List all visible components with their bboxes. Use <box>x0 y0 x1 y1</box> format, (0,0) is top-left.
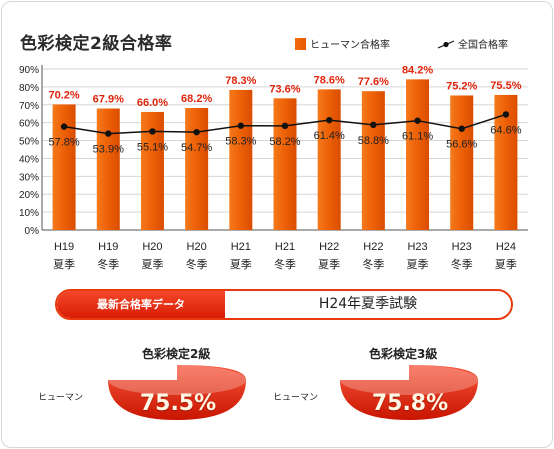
combo-chart: 0% 10% 20% 30% 40% 50% 60% 70% 80% 90% 70.2% H19 夏季 6… <box>19 64 528 271</box>
line-value-label: 54.7% <box>181 142 212 154</box>
line-value-label: 57.8% <box>48 137 79 149</box>
grade2-value: 75.5% <box>139 391 217 416</box>
bar <box>406 79 430 231</box>
line-point <box>458 125 465 132</box>
y-tick-label: 30% <box>19 172 39 183</box>
grade2-result-badge <box>108 365 246 420</box>
line-point <box>60 123 68 130</box>
x-tick-sublabel: 夏季 <box>141 258 163 271</box>
bar <box>317 89 341 230</box>
x-tick-sublabel: 夏季 <box>53 258 75 271</box>
latest-data-banner: 最新合格率データ H24年夏季試験 <box>55 289 513 320</box>
bar-value-label: 84.2% <box>402 64 433 76</box>
y-tick-label: 10% <box>19 208 39 219</box>
bar <box>273 98 297 231</box>
y-tick-label: 60% <box>19 119 39 130</box>
exam-label: H24年夏季試験 <box>318 296 418 312</box>
grade3-result-badge <box>340 365 478 420</box>
line-value-label: 61.4% <box>314 130 345 142</box>
y-tick-label: 50% <box>19 137 39 148</box>
x-tick-sublabel: 夏季 <box>407 258 429 271</box>
line-value-label: 64.6% <box>490 124 521 136</box>
bar-swatch-icon <box>295 38 306 50</box>
x-tick-sublabel: 夏季 <box>318 258 340 271</box>
line-value-label: 58.2% <box>269 136 300 148</box>
line-point <box>149 128 156 135</box>
y-tick-label: 40% <box>19 154 39 165</box>
grade2-title: 色彩検定2級 <box>142 347 211 361</box>
legend-bar-label: ヒューマン合格率 <box>310 40 390 51</box>
line-value-label: 56.6% <box>446 139 477 151</box>
bar-value-label: 77.6% <box>358 76 389 88</box>
line-value-label: 61.1% <box>402 131 433 143</box>
bar <box>450 95 474 230</box>
bar-value-label: 67.9% <box>93 94 124 106</box>
x-tick-sublabel: 冬季 <box>186 257 208 271</box>
line-point <box>105 130 112 137</box>
x-tick-label: H22 <box>319 241 339 253</box>
legend-item-line: 全国合格率 <box>437 36 508 51</box>
latest-data-tab: 最新合格率データ <box>57 291 225 318</box>
bar-value-label: 73.6% <box>269 83 300 95</box>
x-tick-label: H20 <box>187 241 207 253</box>
grade3-label: ヒューマン <box>273 393 319 403</box>
x-tick-label: H23 <box>452 241 472 253</box>
x-tick-label: H21 <box>275 241 295 253</box>
x-tick-label: H21 <box>231 241 251 253</box>
x-tick-sublabel: 冬季 <box>274 257 296 271</box>
y-tick-label: 20% <box>19 190 39 201</box>
x-tick-label: H19 <box>98 241 118 253</box>
line-point <box>237 122 245 129</box>
line-value-label: 53.9% <box>93 144 124 156</box>
x-tick-label: H20 <box>142 241 162 253</box>
x-tick-sublabel: 夏季 <box>495 258 517 271</box>
page-title: 色彩検定2級合格率 <box>20 34 173 54</box>
bar-value-label: 75.2% <box>446 80 477 92</box>
line-point <box>325 116 333 124</box>
line-point <box>502 111 510 118</box>
bar-value-label: 66.0% <box>137 97 168 109</box>
grade3-value: 75.8% <box>371 391 449 416</box>
bar <box>494 94 518 230</box>
x-tick-sublabel: 冬季 <box>362 257 384 271</box>
x-tick-sublabel: 冬季 <box>97 257 119 271</box>
grade2-label: ヒューマン <box>38 393 84 403</box>
bar-value-label: 78.3% <box>225 75 256 87</box>
y-tick-label: 80% <box>19 83 39 94</box>
bar <box>96 108 120 230</box>
legend-item-bar: ヒューマン合格率 <box>295 36 390 51</box>
x-tick-label: H24 <box>496 241 516 253</box>
bar-value-label: 70.2% <box>48 89 79 101</box>
line-point <box>193 128 200 136</box>
bar <box>140 111 164 230</box>
bar-value-label: 75.5% <box>490 80 521 92</box>
bar <box>229 89 253 231</box>
bar <box>185 107 209 230</box>
bar-value-label: 68.2% <box>181 93 212 105</box>
bar <box>52 104 76 230</box>
line-swatch-icon <box>437 38 455 50</box>
line-point <box>281 122 289 130</box>
x-tick-sublabel: 冬季 <box>451 257 473 271</box>
bar-value-label: 78.6% <box>314 74 345 86</box>
grade3-title: 色彩検定3級 <box>369 347 438 361</box>
y-tick-label: 70% <box>19 101 39 112</box>
line-point <box>370 121 377 129</box>
x-tick-sublabel: 夏季 <box>230 258 252 271</box>
legend-line-label: 全国合格率 <box>458 40 508 51</box>
bar <box>361 91 385 230</box>
line-value-label: 58.8% <box>358 135 389 147</box>
y-tick-label: 90% <box>19 65 39 76</box>
y-tick-label: 0% <box>25 226 40 237</box>
line-point <box>414 117 421 124</box>
x-tick-label: H23 <box>407 241 427 253</box>
line-value-label: 58.3% <box>225 136 256 148</box>
x-tick-label: H22 <box>363 241 383 253</box>
line-value-label: 55.1% <box>137 141 168 153</box>
x-tick-label: H19 <box>54 241 74 253</box>
